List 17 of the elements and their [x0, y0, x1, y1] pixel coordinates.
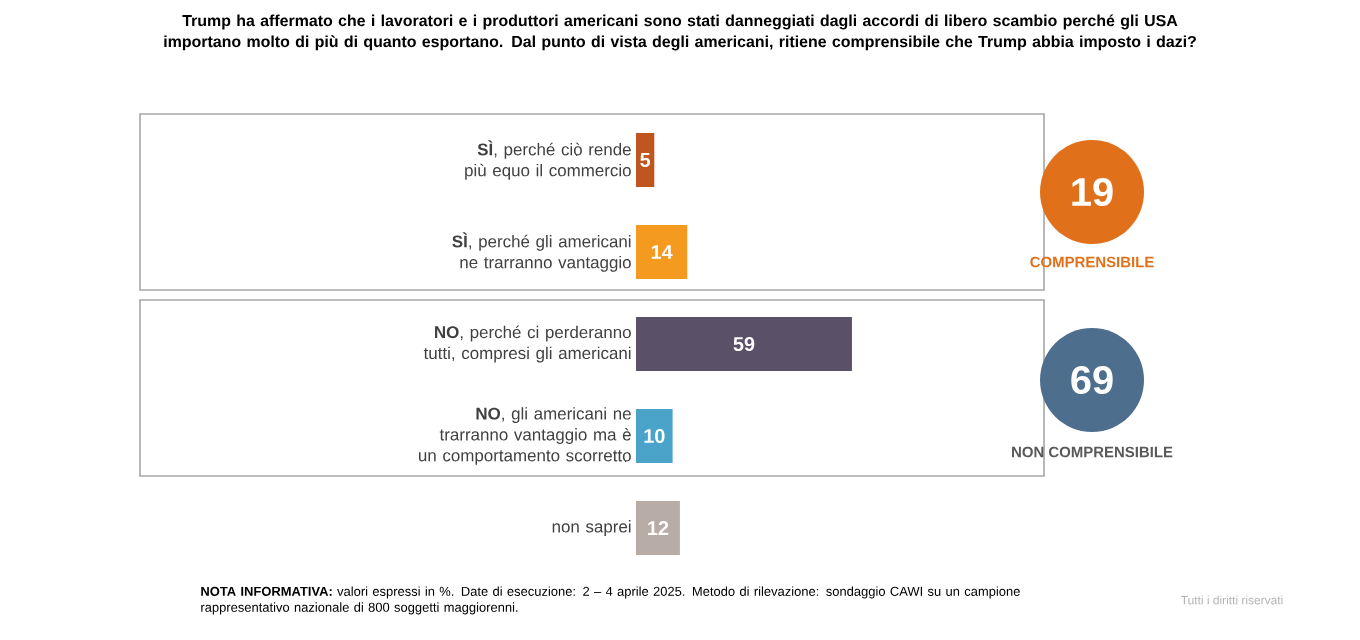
- y-tick-label: SÌ, perché gli americani ne trarranno vantaggio: [452, 232, 631, 272]
- bar: [636, 225, 688, 280]
- data-label: 14: [651, 245, 673, 259]
- text: 69: [1071, 365, 1113, 395]
- bar: [636, 317, 852, 372]
- y-tick-label: non saprei: [552, 520, 631, 536]
- y-tick-label: NO, gli americani ne trarranno vantaggio ma è un comportamento scorretto: [419, 407, 631, 465]
- y-tick-label: SÌ, perché ciò rende più equo il commercio: [465, 140, 631, 180]
- text: 19: [1072, 177, 1113, 207]
- data-label: 12: [648, 521, 669, 535]
- data-label: 5: [640, 153, 651, 167]
- data-label: 10: [644, 428, 665, 444]
- bar: [636, 501, 680, 556]
- y-tick-label: NO, perché ci perderanno tutti, compresi gli americani: [423, 325, 631, 363]
- bar: [636, 409, 673, 464]
- bar: [636, 133, 655, 188]
- data-label: 59: [733, 336, 755, 352]
